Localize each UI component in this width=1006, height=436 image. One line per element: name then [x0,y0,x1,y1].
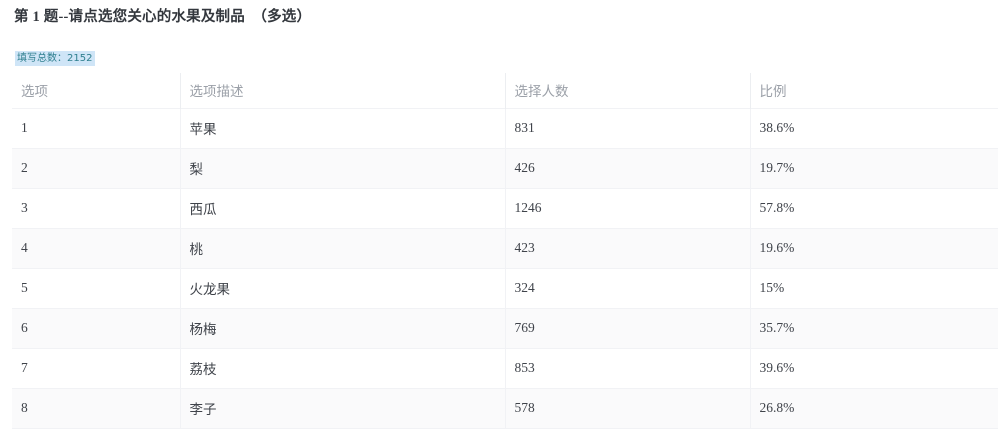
cell-option-description: 梨 [179,147,505,188]
table-row: 4 桃 423 19.6% [12,227,998,268]
cell-option-ratio: 39.6% [749,347,998,388]
cell-option-count: 324 [504,267,750,308]
cell-option-ratio: 57.8% [749,187,998,228]
table-header: 选项 选项描述 选择人数 比例 [12,73,998,108]
column-header-count[interactable]: 选择人数 [504,73,750,108]
cell-option-description: 杨梅 [179,307,505,348]
table-body: 1 苹果 831 38.6% 2 梨 426 19.7% 3 西瓜 1246 5… [12,107,998,429]
table-row: 5 火龙果 324 15% [12,267,998,308]
cell-option-index: 7 [12,347,180,388]
cell-option-index: 1 [12,107,180,148]
cell-option-count: 769 [504,307,750,348]
cell-option-index: 8 [12,387,180,429]
table-row: 8 李子 578 26.8% [12,387,998,429]
table-row: 1 苹果 831 38.6% [12,107,998,148]
cell-option-description: 荔枝 [179,347,505,388]
table-row: 6 杨梅 769 35.7% [12,307,998,348]
cell-option-count: 1246 [504,187,750,228]
cell-option-index: 4 [12,227,180,268]
cell-option-ratio: 15% [749,267,998,308]
column-header-description[interactable]: 选项描述 [179,73,505,108]
page-title: 第 1 题--请点选您关心的水果及制品 （多选） [14,9,312,25]
table-header-row: 选项 选项描述 选择人数 比例 [12,73,998,108]
statistics-table: 选项 选项描述 选择人数 比例 1 苹果 831 38.6% 2 梨 426 1… [12,73,998,429]
cell-option-description: 火龙果 [179,267,505,308]
cell-option-ratio: 35.7% [749,307,998,348]
cell-option-count: 426 [504,147,750,188]
cell-option-ratio: 26.8% [749,387,998,429]
cell-option-ratio: 19.6% [749,227,998,268]
cell-option-description: 西瓜 [179,187,505,228]
table-row: 3 西瓜 1246 57.8% [12,187,998,228]
cell-option-count: 853 [504,347,750,388]
column-header-option[interactable]: 选项 [12,73,180,108]
cell-option-index: 5 [12,267,180,308]
cell-option-count: 578 [504,387,750,429]
total-responses-badge: 填写总数：2152 [15,51,96,66]
cell-option-index: 3 [12,187,180,228]
cell-option-count: 831 [504,107,750,148]
cell-option-ratio: 38.6% [749,107,998,148]
cell-option-description: 苹果 [179,107,505,148]
cell-option-index: 6 [12,307,180,348]
cell-option-description: 桃 [179,227,505,268]
table-row: 2 梨 426 19.7% [12,147,998,188]
cell-option-description: 李子 [179,387,505,429]
cell-option-ratio: 19.7% [749,147,998,188]
column-header-ratio[interactable]: 比例 [749,73,998,108]
cell-option-index: 2 [12,147,180,188]
cell-option-count: 423 [504,227,750,268]
table-row: 7 荔枝 853 39.6% [12,347,998,388]
